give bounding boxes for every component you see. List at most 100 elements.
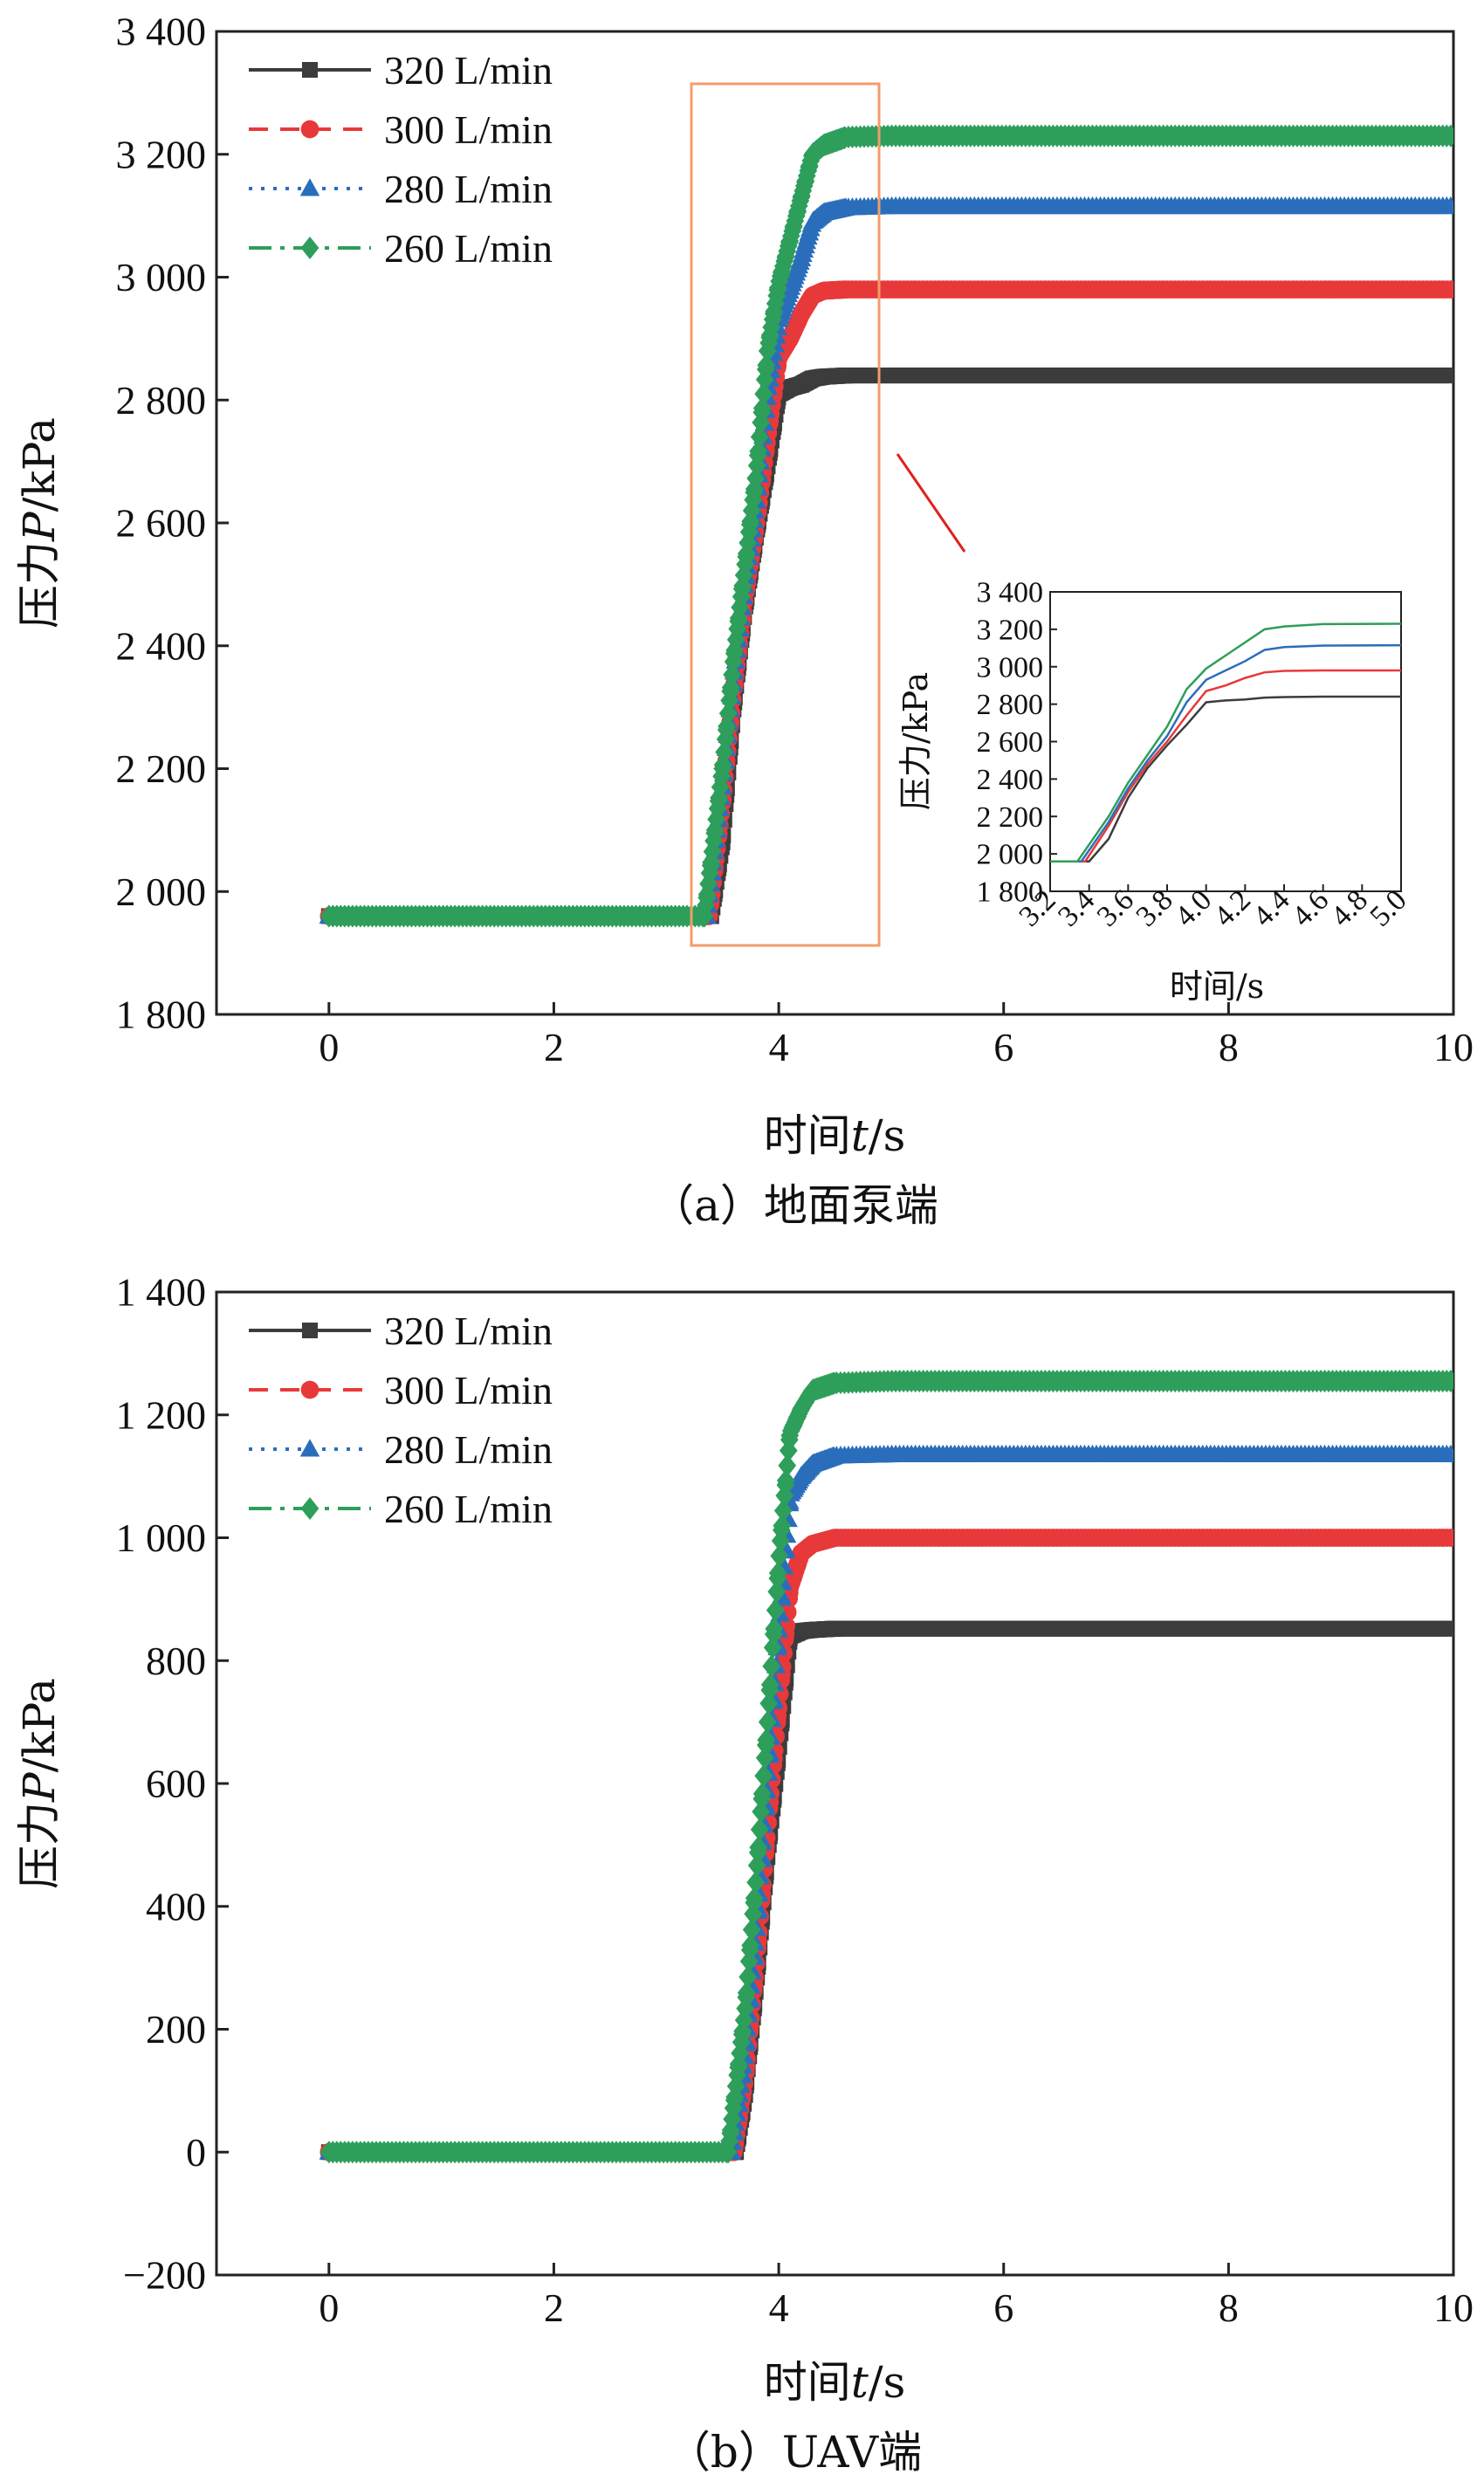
data-point: [762, 1654, 781, 1678]
data-point: [770, 1544, 789, 1568]
data-point: [1441, 124, 1453, 148]
data-point: [716, 727, 735, 751]
data-point: [754, 1764, 773, 1788]
series-diamond: [319, 1369, 1453, 2164]
zoom-box: [690, 82, 881, 947]
data-point: [825, 1371, 844, 1395]
legend-marker: [302, 62, 318, 78]
y-axis-label-var: P: [14, 1771, 65, 1803]
legend-marker: [300, 1496, 319, 1521]
data-point: [826, 1620, 842, 1637]
legend-marker: [300, 120, 319, 139]
data-point: [723, 663, 741, 686]
legend-marker: [300, 236, 319, 260]
series-line: [1050, 669, 1401, 863]
data-point: [737, 542, 756, 566]
data-point: [825, 1529, 844, 1547]
legend: 320 L/min 300 L/min 280 L/min 260 L/min: [249, 1309, 553, 1531]
data-point: [1441, 280, 1453, 299]
data-point: [767, 1580, 787, 1604]
data-point: [776, 1469, 795, 1493]
data-point: [745, 1887, 764, 1910]
zoom-connector: [896, 453, 966, 553]
x-tick-label: 2: [544, 2285, 564, 2330]
series-diamond: [1050, 622, 1401, 863]
legend-marker: [302, 1323, 318, 1338]
data-point: [715, 740, 733, 764]
series-line: [328, 1627, 1453, 2154]
data-point: [752, 396, 772, 420]
data-point: [724, 2096, 743, 2120]
y-axis-label-unit: /kPa: [14, 1678, 65, 1772]
x-axis-label-unit: /s: [869, 1110, 906, 1161]
y-tick-label: 3 000: [977, 651, 1044, 684]
x-tick-label: 6: [993, 1025, 1013, 1069]
legend-label: 260 L/min: [384, 226, 553, 271]
legend-label: 300 L/min: [384, 107, 553, 152]
data-point: [736, 1997, 755, 2020]
data-point: [708, 797, 727, 821]
y-tick-label: 1 000: [116, 1515, 207, 1560]
x-tick-label: 0: [319, 2285, 339, 2330]
x-axis-label-prefix: 时间: [764, 1110, 851, 1161]
x-axis-label: 时间t/s: [764, 1110, 906, 1161]
series-square: [320, 1620, 1453, 2161]
data-point: [699, 872, 718, 896]
legend-label: 320 L/min: [384, 1309, 553, 1353]
y-tick-label: 1 800: [116, 993, 207, 1037]
data-point: [741, 1934, 760, 1957]
data-point: [755, 1746, 774, 1770]
data-point: [771, 1529, 790, 1553]
y-tick-label: 2 800: [977, 689, 1044, 721]
data-point: [746, 466, 766, 491]
data-point: [1442, 1620, 1453, 1637]
data-point: [778, 1454, 797, 1477]
x-tick-label: 8: [1219, 2285, 1239, 2330]
x-tick-label: 4: [769, 1025, 789, 1069]
y-tick-label: 600: [146, 1762, 206, 1806]
series-circle: [1050, 669, 1401, 863]
data-point: [835, 126, 855, 149]
caption-a: （a）地面泵端: [650, 1180, 938, 1231]
data-point: [739, 1949, 759, 1973]
data-point: [835, 197, 856, 216]
y-axis-label-prefix: 压力: [14, 541, 65, 629]
data-point: [712, 765, 731, 788]
data-point: [726, 2074, 745, 2098]
data-point: [752, 1782, 772, 1805]
legend-marker: [299, 1439, 320, 1457]
legend-marker: [299, 178, 320, 196]
data-point: [775, 1484, 794, 1508]
data-point: [758, 1710, 777, 1734]
data-point: [746, 1871, 766, 1894]
x-axis-label: 时间t/s: [764, 2357, 906, 2408]
x-axis-label-var: t: [851, 2357, 869, 2408]
chart-b: −200 0 200 400 600 800 1 000 1 200 1 400 0 2 4 6 8 10…: [14, 1270, 1474, 2478]
x-tick-label: 6: [993, 2285, 1013, 2330]
data-point: [766, 1598, 785, 1622]
y-tick-label: −200: [123, 2253, 206, 2298]
y-tick-label: 1 200: [116, 1392, 207, 1437]
y-tick-label: 2 600: [977, 726, 1044, 759]
data-point: [744, 488, 763, 512]
legend-label: 320 L/min: [384, 48, 553, 93]
data-point: [765, 1617, 784, 1640]
data-point: [779, 1439, 798, 1462]
data-point: [757, 354, 776, 377]
series-line: [328, 1453, 1453, 2154]
x-tick-label: 2: [544, 1025, 564, 1069]
x-tick-label: 4: [769, 2285, 789, 2330]
y-tick-label: 2 200: [977, 801, 1044, 834]
y-tick-label: 2 000: [977, 839, 1044, 871]
data-point: [729, 2052, 748, 2076]
y-tick-label: 2 200: [116, 746, 207, 791]
data-point: [742, 1918, 761, 1942]
series-diamond: [319, 124, 1453, 928]
legend-label: 280 L/min: [384, 1427, 553, 1472]
y-tick-label: 3 200: [116, 132, 207, 176]
x-axis-label-var: t: [851, 1110, 869, 1161]
data-point: [760, 1673, 780, 1696]
data-point: [705, 818, 725, 842]
data-point: [768, 1561, 787, 1584]
